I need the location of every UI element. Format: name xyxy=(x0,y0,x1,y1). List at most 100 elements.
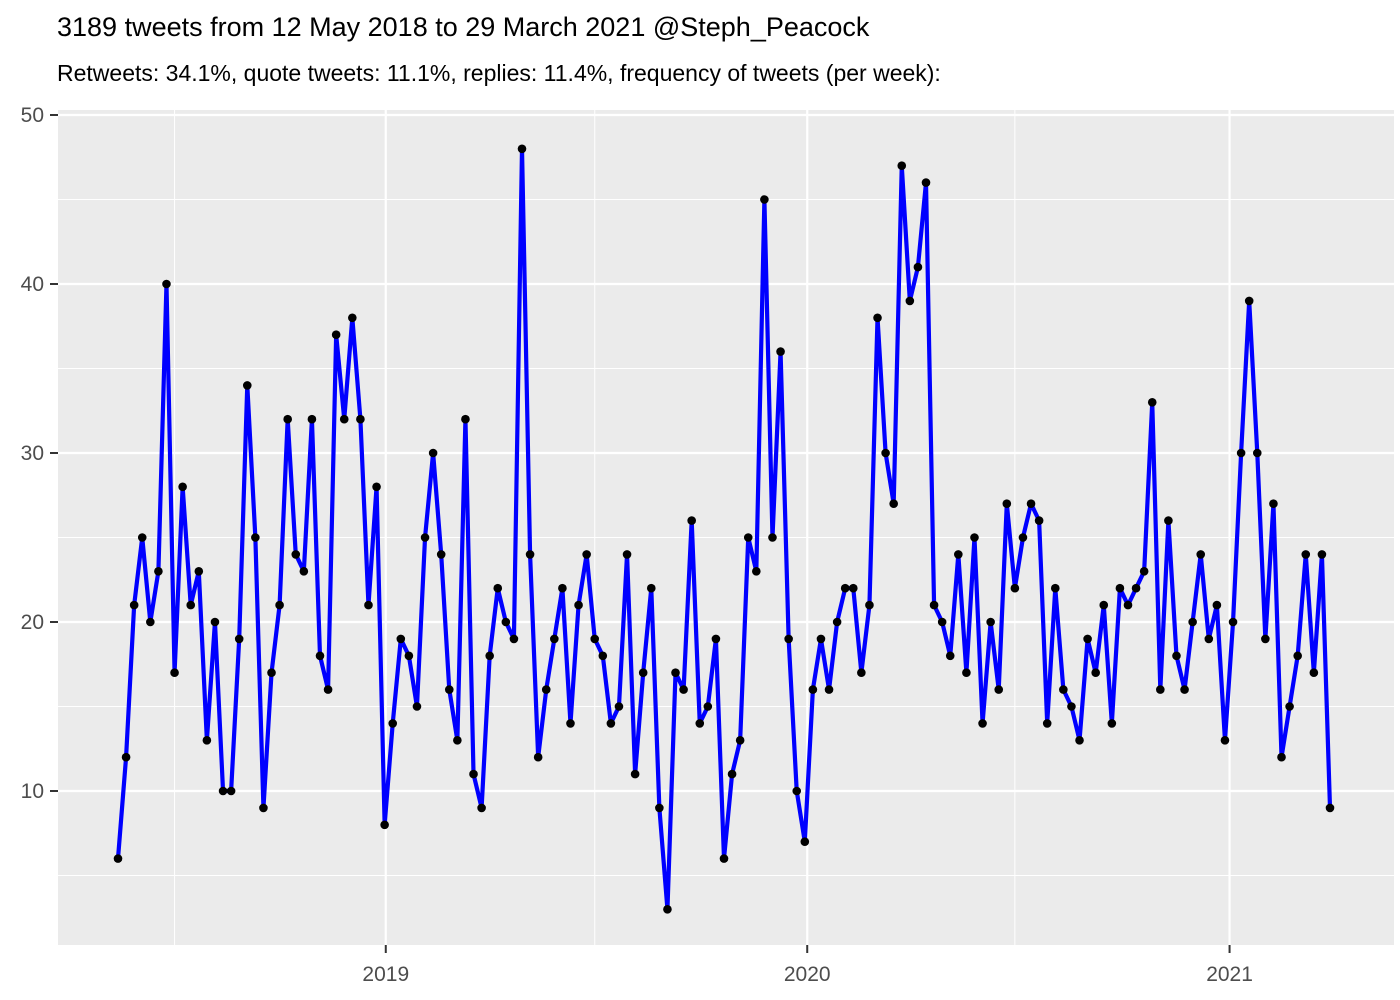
data-point xyxy=(1002,499,1012,509)
data-point xyxy=(251,533,260,542)
data-point xyxy=(800,837,810,846)
data-point xyxy=(1220,736,1230,745)
data-point xyxy=(606,719,616,728)
data-point xyxy=(525,550,535,559)
data-point xyxy=(1261,634,1270,644)
data-point xyxy=(436,550,446,559)
data-point xyxy=(962,668,971,677)
data-point xyxy=(234,634,244,644)
data-point xyxy=(533,752,543,762)
data-point xyxy=(566,719,575,728)
chart-subtitle: Retweets: 34.1%, quote tweets: 11.1%, re… xyxy=(57,60,941,86)
data-point xyxy=(477,803,486,813)
data-point xyxy=(210,617,220,627)
data-point xyxy=(1042,719,1052,728)
data-point xyxy=(832,617,842,627)
data-point xyxy=(865,600,874,610)
data-point xyxy=(848,583,858,593)
data-point xyxy=(162,279,171,289)
data-point xyxy=(469,769,478,779)
data-point xyxy=(727,769,737,779)
data-point xyxy=(380,820,389,830)
data-point xyxy=(1277,752,1286,762)
data-point xyxy=(792,786,802,796)
data-point xyxy=(275,600,284,610)
data-point xyxy=(121,752,131,762)
data-point xyxy=(509,634,519,644)
data-point xyxy=(768,533,777,542)
data-point xyxy=(396,634,406,644)
data-point xyxy=(453,736,462,745)
data-point xyxy=(913,262,923,272)
data-point xyxy=(970,533,979,542)
data-point xyxy=(1188,617,1197,627)
data-point xyxy=(929,600,939,610)
data-point xyxy=(1236,448,1246,458)
data-point xyxy=(614,702,624,711)
data-point xyxy=(194,567,204,576)
data-point xyxy=(784,634,793,644)
data-point xyxy=(760,195,769,204)
y-axis-label: 40 xyxy=(21,273,44,296)
data-point xyxy=(404,651,414,661)
data-point xyxy=(178,482,187,492)
data-point xyxy=(1050,583,1060,593)
data-point xyxy=(735,736,745,745)
data-point xyxy=(671,668,680,677)
data-point xyxy=(259,803,268,813)
data-point xyxy=(873,313,882,323)
data-point xyxy=(1180,685,1189,694)
data-point xyxy=(420,533,430,542)
data-point xyxy=(493,583,503,593)
data-point xyxy=(1010,583,1020,593)
data-point xyxy=(315,651,325,661)
data-point xyxy=(921,178,931,187)
data-point xyxy=(444,685,454,694)
data-point xyxy=(1325,803,1335,813)
data-point xyxy=(986,617,995,627)
data-point xyxy=(679,685,688,694)
data-point xyxy=(550,634,559,644)
data-point xyxy=(994,685,1004,694)
data-point xyxy=(1204,634,1214,644)
data-point xyxy=(307,414,317,424)
data-point xyxy=(146,617,155,627)
data-point xyxy=(1075,736,1084,745)
data-point xyxy=(646,583,656,593)
data-point xyxy=(752,567,761,576)
y-axis-label: 20 xyxy=(21,611,44,634)
x-axis-label: 2019 xyxy=(362,963,409,986)
data-point xyxy=(226,786,236,796)
data-point xyxy=(461,414,470,424)
data-point xyxy=(1244,296,1254,306)
data-point xyxy=(485,651,494,661)
data-point xyxy=(1067,702,1076,711)
data-point xyxy=(1293,651,1302,661)
data-point xyxy=(1018,533,1028,542)
data-point xyxy=(113,854,123,863)
data-point xyxy=(517,144,527,154)
data-point xyxy=(372,482,381,492)
data-point xyxy=(137,533,147,542)
data-point xyxy=(1317,550,1327,559)
data-point xyxy=(267,668,276,677)
data-point xyxy=(1252,448,1262,458)
data-point xyxy=(1131,583,1141,593)
data-point xyxy=(129,600,139,610)
data-point xyxy=(242,381,252,390)
data-point xyxy=(857,668,866,677)
data-point xyxy=(905,296,915,306)
data-point xyxy=(388,719,398,728)
data-point xyxy=(170,668,179,677)
data-point xyxy=(808,685,818,694)
data-point xyxy=(598,651,608,661)
data-point xyxy=(776,347,785,356)
data-point xyxy=(638,668,648,677)
data-point xyxy=(186,600,196,610)
data-point xyxy=(1147,398,1157,407)
panel-background xyxy=(58,110,1394,945)
data-point xyxy=(711,634,721,644)
data-point xyxy=(695,719,705,728)
data-point xyxy=(1172,651,1181,661)
